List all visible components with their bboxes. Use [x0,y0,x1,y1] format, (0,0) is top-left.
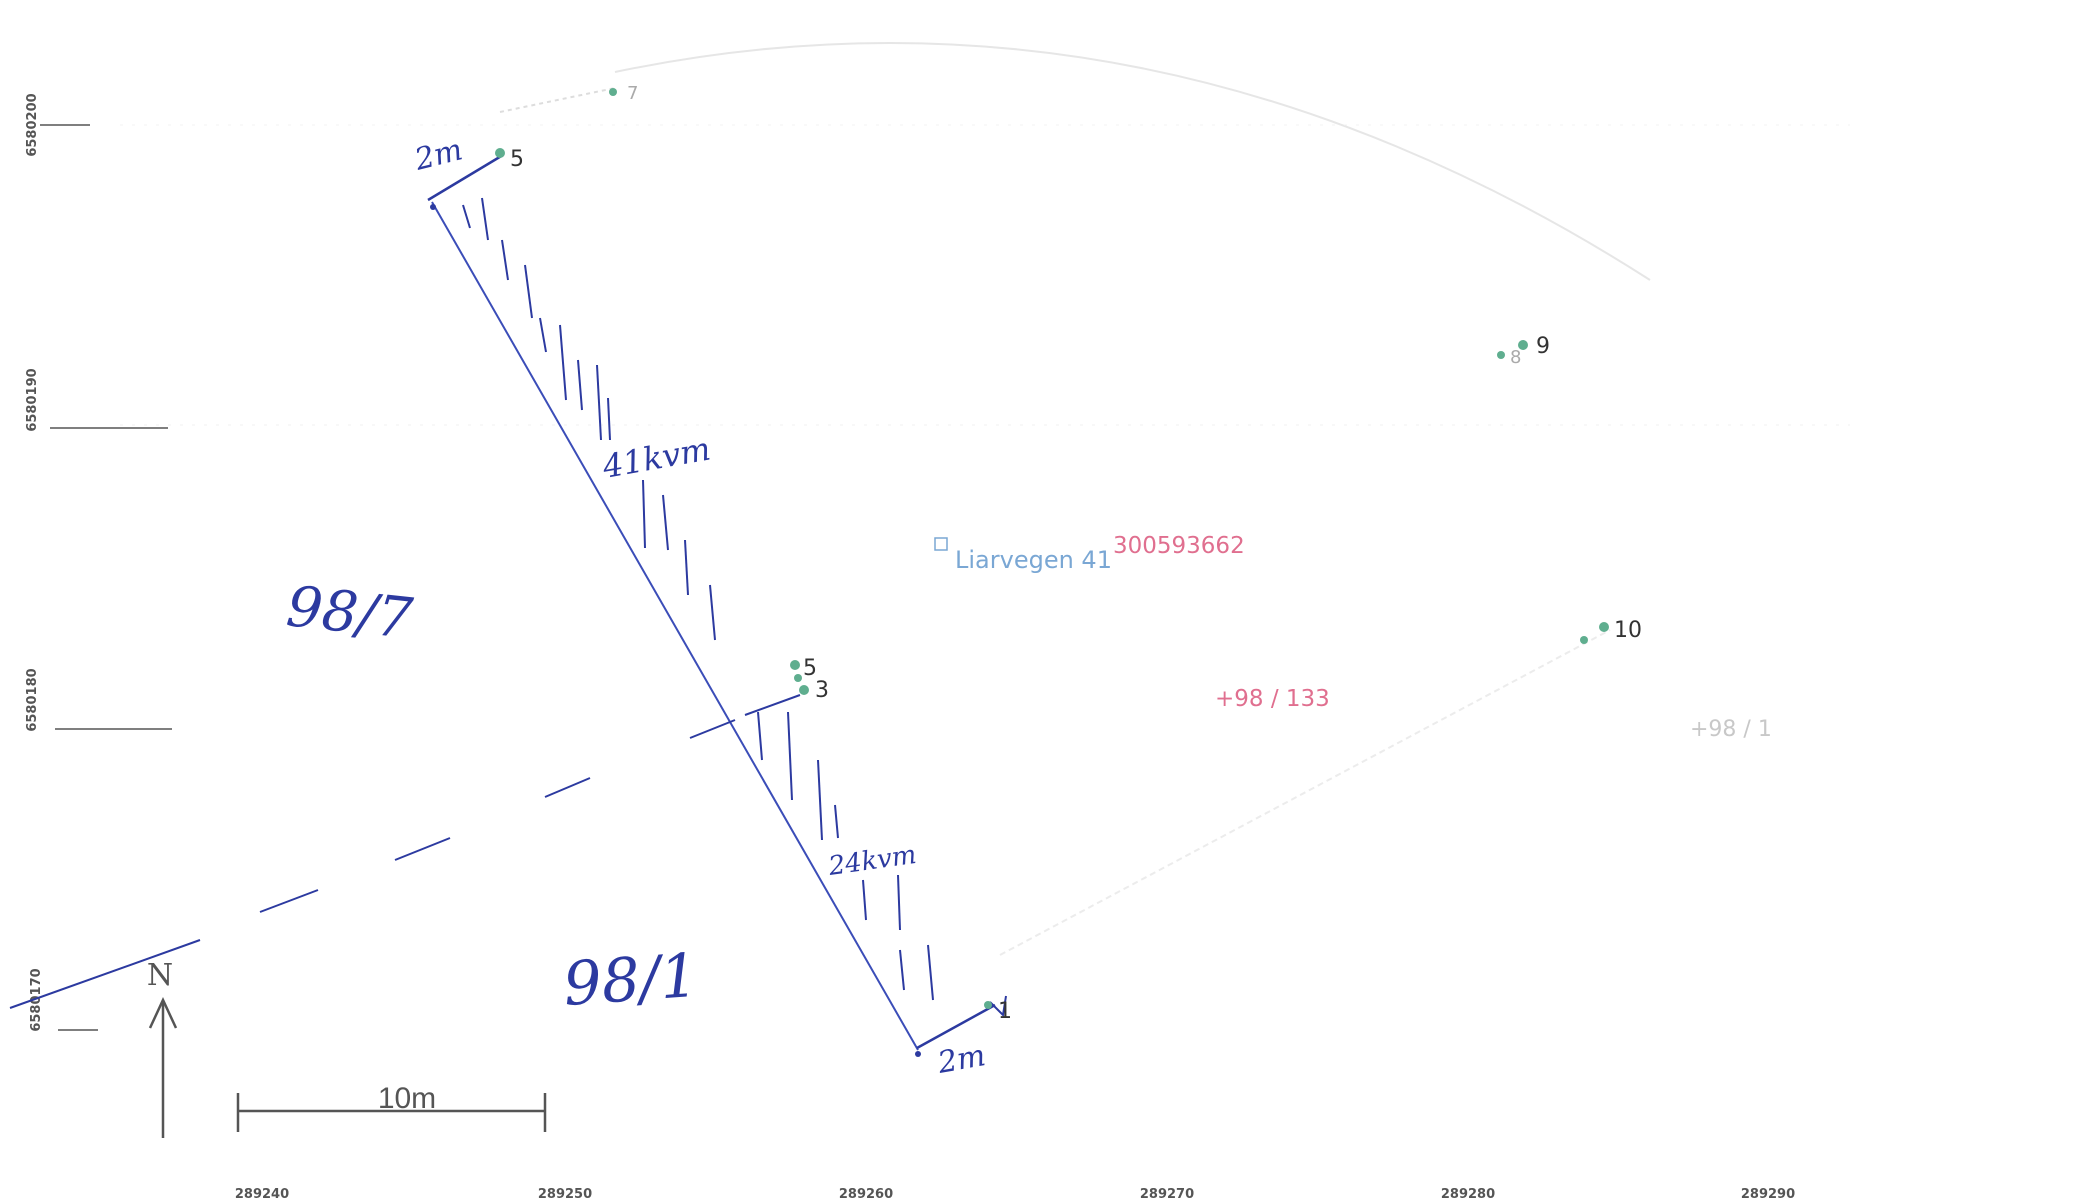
survey-point-10 [1599,622,1609,632]
vertex-dot [915,1051,921,1057]
y-axis-label: 6580170 [29,968,44,1031]
handwritten-volume-lower: 24kvm [826,840,918,882]
point-label-5-mid: 5 [803,656,817,681]
address-id: 300593662 [1113,533,1245,559]
end-mark [989,995,1007,1018]
survey-point-9 [1518,340,1528,350]
north-arrow-icon [148,997,178,1138]
survey-point-10b [1580,636,1588,644]
x-axis-label: 289270 [1140,1187,1194,1202]
y-axis-label: 6580200 [25,93,40,156]
handwritten-parcel-98-7: 98/7 [284,574,416,652]
x-axis-label: 289260 [839,1187,893,1202]
x-axis-label: 289250 [538,1187,592,1202]
point-label-9: 9 [1536,334,1550,359]
point-label-3: 3 [815,678,829,703]
scale-bar [236,1093,547,1132]
point-label-1: 1 [998,999,1012,1024]
survey-points [495,88,1609,1009]
point-label-10: 10 [1614,618,1642,643]
width-mark-top [427,153,504,202]
scale-bar-label: 10m [378,1082,436,1115]
hatching [462,197,934,1001]
parcel-boundary-dashed [9,694,801,1009]
faint-boundary-line [999,629,1611,956]
width-mark-bottom [916,1003,996,1050]
handwritten-volume-upper: 41kvm [599,430,713,486]
parcel-label-98-1: +98 / 1 [1690,717,1772,742]
handwritten-parcel-98-1: 98/1 [561,941,700,1020]
building-icon [934,537,948,551]
x-axis-label: 289240 [235,1187,289,1202]
survey-point-1 [984,1001,992,1009]
point-label-8: 8 [1510,347,1521,368]
x-axis-label: 289280 [1441,1187,1495,1202]
point-label-7: 7 [627,83,638,104]
ditch-line [431,201,919,1051]
x-axis-label: 289290 [1741,1187,1795,1202]
survey-point-3 [799,685,809,695]
parcel-label-98-133: +98 / 133 [1215,686,1330,712]
survey-point-5-mid-b [794,674,802,682]
north-label: N [147,958,173,993]
survey-point-7 [609,88,617,96]
vertex-dot [430,204,436,210]
faint-boundary-arc [614,41,1651,281]
survey-point-5-mid [790,660,800,670]
faint-boundary-line [499,87,616,113]
handwritten-width-bottom: 2m [934,1038,988,1081]
handwritten-width-top: 2m [410,132,466,178]
point-label-5-top: 5 [510,147,524,172]
y-axis-label: 6580180 [25,668,40,731]
survey-point-5-top [495,148,505,158]
address-label: Liarvegen 41 [955,546,1112,574]
y-axis-label: 6580190 [25,368,40,431]
survey-point-8 [1497,351,1505,359]
